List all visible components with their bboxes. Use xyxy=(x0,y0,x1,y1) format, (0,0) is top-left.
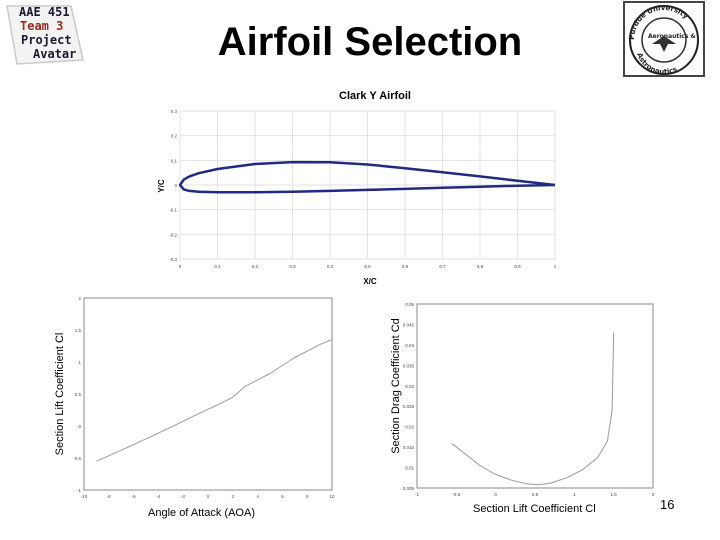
drag-polar-chart: -1 -0.5 0 0.5 1 1.5 2 0.05 0.045 0.04 0.035 0.03 0.0… xyxy=(395,298,660,504)
lift-curve-chart-svg: -10 -8 -6 -4 -2 0 2 4 6 8 10 2 1.5 1 0.5 0 -0.5 -1 xyxy=(73,296,335,499)
logo-line-project: Project xyxy=(21,33,72,47)
logo-line-name: Avatar xyxy=(33,47,77,61)
series-line xyxy=(96,339,333,462)
x-tick-label: 1 xyxy=(554,264,557,269)
x-tick-label: 0.4 xyxy=(327,264,334,269)
y-tick-label: 0.02 xyxy=(405,425,414,430)
seal-text-middle: Aeronautics & xyxy=(648,33,696,40)
x-tick-label: 1 xyxy=(573,492,576,497)
y-tick-label: 1.5 xyxy=(75,328,82,333)
y-tick-label: -0.5 xyxy=(73,456,81,461)
y-tick-label: -0.2 xyxy=(169,232,177,237)
x-tick-label: 0.2 xyxy=(252,264,259,269)
y-tick-label: 0.3 xyxy=(171,109,178,114)
x-tick-label: 0 xyxy=(207,494,210,499)
y-tick-label: 0.5 xyxy=(75,392,82,397)
y-tick-label: 0.035 xyxy=(403,363,415,368)
y-tick-label: 0.1 xyxy=(171,158,178,163)
page-number: 16 xyxy=(660,497,675,512)
y-tick-label: 0.015 xyxy=(403,445,415,450)
lift-curve-chart: -10 -8 -6 -4 -2 0 2 4 6 8 10 2 1.5 1 0.5 0 -0.5 -1 xyxy=(70,292,340,504)
x-tick-label: -8 xyxy=(107,494,111,499)
x-tick-label: 0.1 xyxy=(214,264,221,269)
x-tick-label: 0.6 xyxy=(402,264,409,269)
x-tick-label: 0.5 xyxy=(364,264,371,269)
x-tick-label: 0.7 xyxy=(439,264,446,269)
y-tick-label: 0.01 xyxy=(405,466,414,471)
y-tick-label: 2 xyxy=(78,296,81,301)
drag-x-label: Section Lift Coefficient Cl xyxy=(473,503,596,515)
y-tick-label: 0.005 xyxy=(403,486,415,491)
x-tick-label: 2 xyxy=(232,494,235,499)
x-tick-label: 10 xyxy=(329,494,335,499)
y-tick-label: 0.045 xyxy=(403,322,415,327)
y-tick-label: 0 xyxy=(174,183,177,188)
x-tick-label: -4 xyxy=(156,494,160,499)
y-tick-label: 0.025 xyxy=(403,404,415,409)
x-tick-label: 0 xyxy=(179,264,182,269)
y-tick-label: 1 xyxy=(78,360,81,365)
airfoil-chart: 0 0.1 0.2 0.3 0.4 0.5 0.6 0.7 0.8 0.9 1 0.3 0.2 0.1 0-… xyxy=(150,86,570,286)
x-tick-label: 8 xyxy=(306,494,309,499)
x-tick-label: 0.5 xyxy=(532,492,539,497)
slide-title: Airfoil Selection xyxy=(217,20,523,64)
x-tick-label: 2 xyxy=(652,492,655,497)
purdue-seal-icon: Purdue University Astronautics Aeronauti… xyxy=(618,0,710,80)
x-tick-label: -0.5 xyxy=(452,492,460,497)
airfoil-chart-svg: 0 0.1 0.2 0.3 0.4 0.5 0.6 0.7 0.8 0.9 10.30.20.10-… xyxy=(157,90,557,286)
x-tick-label: 4 xyxy=(256,494,259,499)
plot-frame xyxy=(83,297,333,491)
drag-polar-chart-svg: -1 -0.5 0 0.5 1 1.5 2 0.05 0.045 0.04 0.035 0.03 0.0… xyxy=(403,302,655,497)
y-tick-label: 0.05 xyxy=(405,302,414,307)
series-line xyxy=(452,332,615,486)
plot-frame xyxy=(416,303,654,489)
x-tick-label: 0.9 xyxy=(514,264,521,269)
y-tick-label: 0.2 xyxy=(171,134,178,139)
y-tick-label: 0 xyxy=(78,424,81,429)
x-tick-label: 6 xyxy=(281,494,284,499)
lift-x-label: Angle of Attack (AOA) xyxy=(148,507,255,519)
logo-line-course: AAE 451 xyxy=(19,5,70,19)
y-tick-label: 0.03 xyxy=(405,384,414,389)
y-tick-label: -1 xyxy=(77,488,81,493)
airfoil-chart-title: Clark Y Airfoil xyxy=(339,90,411,102)
x-tick-label: -1 xyxy=(415,492,419,497)
drag-y-label: Section Drag Coefficient Cd xyxy=(390,318,402,454)
x-tick-label: 0.3 xyxy=(289,264,296,269)
x-tick-label: -10 xyxy=(81,494,88,499)
x-tick-label: -2 xyxy=(181,494,185,499)
series-line xyxy=(178,160,556,194)
x-tick-label: 0.8 xyxy=(477,264,484,269)
team-logo: AAE 451 Team 3 Project Avatar xyxy=(3,2,87,72)
lift-y-label: Section Lift Coefficient Cl xyxy=(54,332,66,456)
x-tick-label: 0 xyxy=(494,492,497,497)
logo-line-team: Team 3 xyxy=(20,19,64,33)
y-tick-label: -0.1 xyxy=(169,208,177,213)
y-tick-label: -0.3 xyxy=(169,257,177,262)
airfoil-x-label: X/C xyxy=(363,277,377,286)
x-tick-label: 1.5 xyxy=(611,492,618,497)
x-tick-label: -6 xyxy=(132,494,136,499)
y-tick-label: 0.04 xyxy=(405,343,414,348)
airfoil-y-label: Y/C xyxy=(157,179,166,193)
